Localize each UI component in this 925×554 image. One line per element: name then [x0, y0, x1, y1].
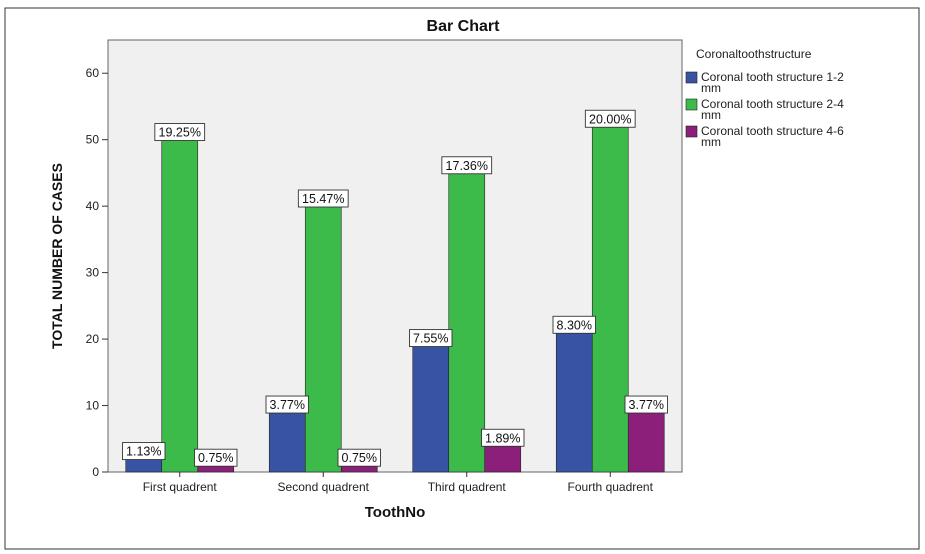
data-labels-group: 1.13% 3.77% 7.55% 8.30% 19.25% 15.47% 17.36% 20…	[122, 109, 668, 467]
x-tick-label: Third quadrent	[428, 480, 507, 494]
x-tick-label: Second quadrent	[278, 480, 370, 494]
y-tick-label: 40	[86, 199, 100, 213]
data-label-box	[265, 395, 309, 414]
bar	[412, 338, 450, 473]
bars-group	[125, 119, 665, 473]
chart-title: Bar Chart	[427, 18, 501, 35]
legend-label: Coronal tooth structure 1-2	[701, 70, 844, 84]
data-label-box	[194, 448, 238, 467]
data-label: 3.77%	[270, 398, 305, 412]
data-label-box	[584, 109, 636, 128]
legend-title: Coronaltoothstructure	[696, 47, 812, 61]
data-label-box	[409, 329, 453, 348]
data-label-box	[297, 189, 349, 208]
data-label: 17.36%	[446, 159, 488, 173]
legend-swatch	[685, 71, 698, 84]
legend-label: Coronal tooth structure 2-4	[701, 97, 844, 111]
data-label-box	[122, 442, 166, 461]
bar	[591, 119, 629, 473]
data-label: 1.89%	[485, 431, 520, 445]
legend-label: mm	[701, 81, 721, 95]
bar	[268, 405, 306, 473]
data-label-box	[481, 428, 525, 447]
y-tick-label: 50	[86, 133, 100, 147]
y-axis: 0 10 20 30 40 50 60	[86, 66, 108, 479]
legend-swatch	[685, 125, 698, 138]
legend: Coronaltoothstructure Coronal tooth stru…	[685, 47, 844, 149]
data-label: 3.77%	[629, 398, 664, 412]
data-label: 7.55%	[413, 332, 448, 346]
data-label: 20.00%	[589, 112, 631, 126]
y-tick-label: 10	[86, 399, 100, 413]
bar	[627, 405, 665, 473]
data-label: 19.25%	[159, 126, 201, 140]
bar	[161, 132, 199, 473]
data-label: 1.13%	[126, 445, 161, 459]
x-axis: First quadrent Second quadrent Third quadr…	[143, 472, 654, 494]
data-label-box	[624, 395, 668, 414]
x-tick-label: First quadrent	[143, 480, 218, 494]
bar	[555, 325, 593, 473]
y-tick-label: 0	[92, 465, 99, 479]
x-axis-title: ToothNo	[365, 504, 426, 521]
data-label: 0.75%	[198, 451, 233, 465]
bar	[304, 199, 342, 473]
data-label-box	[337, 448, 381, 467]
legend-swatch	[685, 98, 698, 111]
x-tick-label: Fourth quadrent	[568, 480, 654, 494]
data-label-box	[154, 123, 206, 141]
y-tick-label: 30	[86, 266, 100, 280]
data-label: 0.75%	[342, 451, 377, 465]
legend-label: Coronal tooth structure 4-6	[701, 124, 844, 138]
bar	[448, 165, 486, 473]
y-tick-label: 20	[86, 332, 100, 346]
y-axis-title: TOTAL NUMBER OF CASES	[49, 163, 65, 349]
data-label: 8.30%	[557, 318, 592, 332]
legend-label: mm	[701, 108, 721, 122]
data-label-box	[441, 156, 493, 175]
data-label-box	[552, 315, 596, 334]
data-label: 15.47%	[302, 192, 344, 206]
y-tick-label: 60	[86, 66, 100, 80]
legend-label: mm	[701, 135, 721, 149]
